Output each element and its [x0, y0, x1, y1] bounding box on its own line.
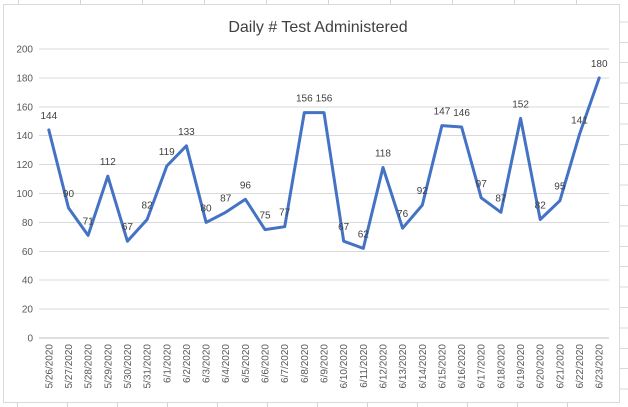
x-axis-tick-label: 6/11/2020 [359, 344, 370, 388]
y-axis-tick-label: 180 [16, 73, 33, 84]
data-point-label: 75 [259, 211, 271, 222]
chart-title: Daily # Test Administered [228, 19, 407, 36]
x-axis-tick-labels: 5/26/2020 5/27/2020 5/28/2020 5/29/2020 5/30… [44, 344, 605, 389]
x-axis-tick-label: 5/26/2020 [44, 344, 55, 389]
data-point-label: 82 [142, 201, 154, 212]
data-point-label: 118 [375, 148, 391, 159]
x-axis-tick-label: 6/13/2020 [398, 344, 409, 389]
data-point-label: 156 [296, 94, 313, 105]
y-axis-tick-label: 160 [16, 102, 33, 113]
data-point-label: 77 [279, 208, 291, 219]
data-point-label: 82 [535, 201, 547, 212]
x-axis-tick-label: 5/27/2020 [64, 344, 75, 389]
y-axis-tick-label: 40 [22, 276, 34, 287]
data-point-label: 62 [358, 229, 370, 240]
x-axis-tick-label: 6/9/2020 [320, 344, 331, 383]
x-axis-tick-label: 6/19/2020 [516, 344, 527, 389]
x-axis-tick-label: 6/18/2020 [496, 344, 507, 389]
x-axis-tick-label: 6/8/2020 [300, 344, 311, 383]
x-axis-tick-label: 6/1/2020 [162, 344, 173, 383]
x-axis-tick-label: 6/3/2020 [202, 344, 213, 383]
x-axis-tick-label: 6/17/2020 [477, 344, 488, 389]
x-axis-tick-label: 5/31/2020 [143, 344, 154, 389]
x-axis-tick-label: 6/5/2020 [241, 344, 252, 383]
data-point-label: 87 [220, 193, 232, 204]
data-point-label: 133 [178, 127, 195, 138]
x-axis-tick-label: 6/23/2020 [595, 344, 606, 389]
y-axis-tick-label: 100 [16, 189, 33, 200]
x-axis-tick-label: 6/7/2020 [280, 344, 291, 383]
x-axis-tick-label: 6/12/2020 [378, 344, 389, 389]
x-axis-tick-label: 5/29/2020 [103, 344, 114, 389]
sheet-gridlines-bottom [0, 403, 628, 407]
data-point-label: 90 [63, 189, 75, 200]
data-point-label: 67 [338, 222, 350, 233]
x-axis-tick-label: 6/21/2020 [555, 344, 566, 389]
data-point-label: 147 [434, 107, 451, 118]
data-point-label: 71 [83, 216, 95, 227]
chart-container[interactable]: 0 20 40 60 80 100 120 140 160 180 200 5/26/2020 5/2… [3, 4, 620, 403]
data-point-label: 96 [240, 180, 252, 191]
y-axis-tick-label: 200 [16, 45, 33, 56]
y-axis-tick-label: 60 [22, 247, 34, 258]
x-axis-tick-label: 6/10/2020 [339, 344, 350, 389]
data-point-label: 97 [476, 179, 488, 190]
data-point-label: 67 [122, 222, 134, 233]
data-point-label: 144 [40, 111, 57, 122]
y-axis-tick-label: 0 [27, 334, 33, 345]
data-point-label: 95 [554, 182, 566, 193]
data-point-label: 92 [417, 186, 429, 197]
data-point-label: 119 [159, 147, 175, 158]
data-point-label: 87 [495, 193, 507, 204]
x-axis-tick-label: 6/2/2020 [182, 344, 193, 383]
y-axis-tick-label: 80 [22, 218, 34, 229]
sheet-gridlines-right [620, 0, 628, 407]
x-axis-tick-label: 6/20/2020 [536, 344, 547, 389]
x-axis-tick-label: 6/14/2020 [418, 344, 429, 389]
data-point-label: 180 [591, 59, 608, 70]
y-axis-tick-labels: 0 20 40 60 80 100 120 140 160 180 200 [16, 45, 33, 345]
y-axis-tick-label: 120 [16, 160, 33, 171]
x-axis-tick-label: 5/28/2020 [84, 344, 95, 389]
x-axis-tick-label: 5/30/2020 [123, 344, 134, 389]
series-line [47, 76, 601, 250]
gridlines [39, 48, 609, 339]
data-point-label: 80 [201, 203, 213, 214]
data-point-label: 156 [316, 94, 333, 105]
data-point-label: 112 [100, 157, 116, 168]
data-point-label: 152 [512, 99, 529, 110]
y-axis-tick-label: 140 [16, 131, 33, 142]
x-axis-tick-label: 6/16/2020 [457, 344, 468, 389]
x-axis-tick-label: 6/4/2020 [221, 344, 232, 383]
x-axis-tick-label: 6/22/2020 [575, 344, 586, 389]
data-point-label: 146 [453, 108, 470, 119]
y-axis-tick-label: 20 [22, 305, 34, 316]
x-axis-tick-label: 6/15/2020 [437, 344, 448, 389]
data-point-label: 141 [571, 115, 588, 126]
x-axis-tick-label: 6/6/2020 [261, 344, 272, 383]
data-point-label: 76 [397, 209, 409, 220]
